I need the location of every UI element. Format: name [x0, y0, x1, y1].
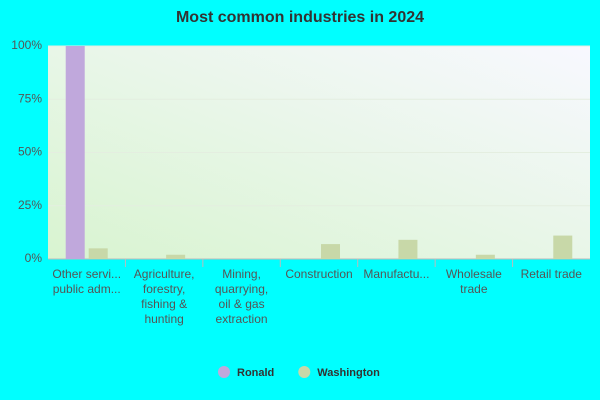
x-tick-label: Mining, quarrying, oil & gas extraction	[215, 267, 268, 326]
bar	[321, 244, 340, 259]
x-tick-label: Wholesale trade	[446, 267, 502, 296]
y-tick-label: 50%	[18, 145, 42, 159]
bar	[166, 254, 186, 259]
legend-marker	[298, 366, 311, 378]
bar	[398, 239, 418, 259]
x-tick-label: Agriculture, forestry, fishing & hunting	[134, 267, 195, 326]
bar	[475, 254, 495, 259]
x-tick-label: Manufactu...	[363, 267, 429, 281]
y-tick-label: 0%	[25, 251, 43, 265]
bar	[65, 46, 85, 259]
bar	[553, 235, 573, 259]
legend-label: Ronald	[237, 367, 274, 379]
x-tick-label: Construction	[285, 267, 352, 281]
x-tick-label: Other servi... public adm...	[52, 267, 121, 296]
y-tick-label: 75%	[18, 91, 42, 105]
chart-title: Most common industries in 2024	[176, 9, 424, 26]
y-tick-label: 100%	[11, 38, 42, 52]
legend-label: Washington	[317, 367, 380, 379]
bar	[88, 248, 108, 259]
y-tick-label: 25%	[18, 198, 42, 212]
x-tick-label: Retail trade	[521, 267, 583, 281]
legend-marker	[218, 366, 230, 378]
